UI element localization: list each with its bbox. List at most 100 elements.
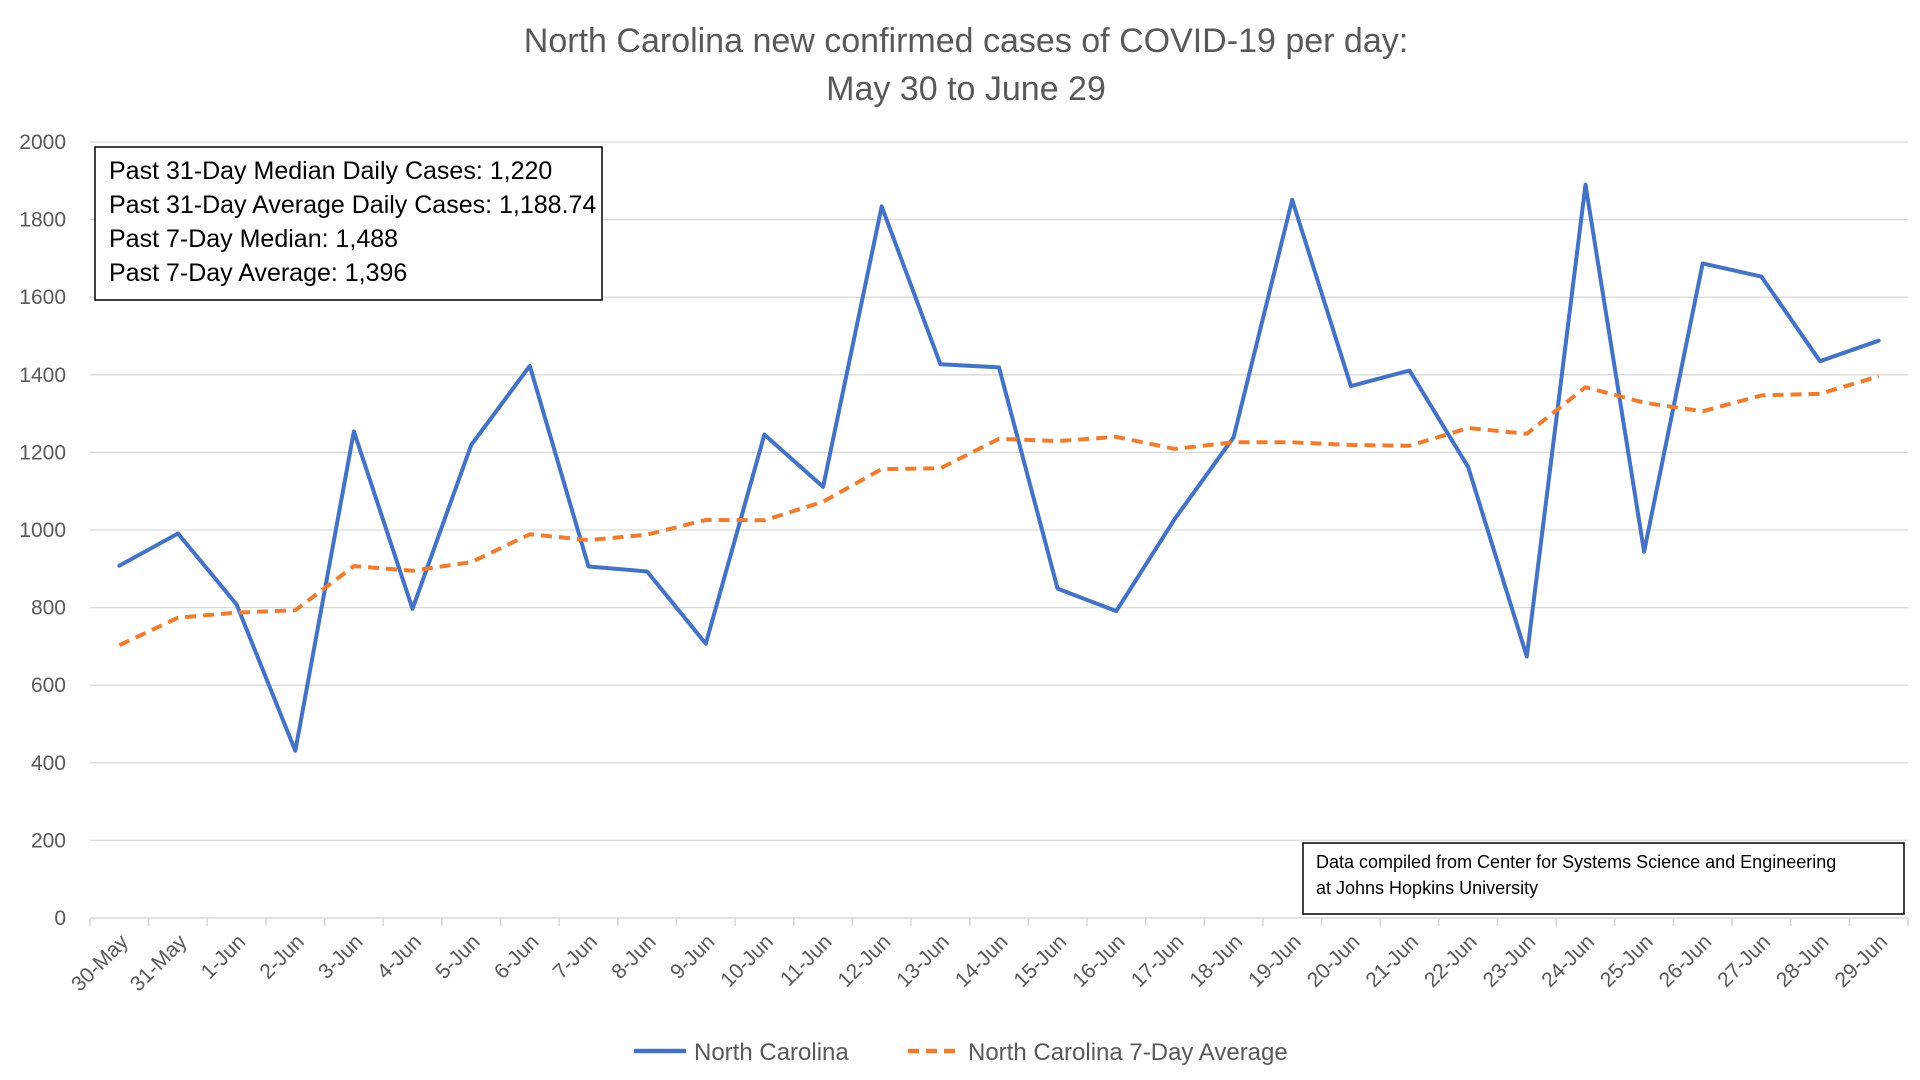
x-tick-label-4-Jun: 4-Jun (373, 930, 426, 983)
data-point-7-day-average-15-Jun (1056, 439, 1060, 443)
data-point-7-day-average-2-Jun (293, 608, 297, 612)
data-point-7-day-average-23-Jun (1525, 432, 1529, 436)
data-point-7-day-average-17-Jun (1173, 447, 1177, 451)
data-point-north-carolina-11-Jun (821, 485, 825, 489)
data-point-north-carolina-3-Jun (352, 429, 356, 433)
y-tick-label-2000: 2000 (19, 131, 66, 154)
data-point-7-day-average-6-Jun (528, 532, 532, 536)
data-point-north-carolina-27-Jun (1759, 275, 1763, 279)
data-point-7-day-average-1-Jun (235, 611, 239, 615)
data-point-7-day-average-7-Jun (586, 538, 590, 542)
x-tick-label-6-Jun: 6-Jun (490, 930, 543, 983)
x-tick-label-14-Jun: 14-Jun (951, 930, 1013, 992)
data-point-north-carolina-22-Jun (1466, 465, 1470, 469)
x-tick-label-29-Jun: 29-Jun (1831, 930, 1893, 992)
source-box: Data compiled from Center for Systems Sc… (1302, 842, 1905, 915)
x-tick-label-1-Jun: 1-Jun (197, 930, 250, 983)
y-tick-label-1000: 1000 (19, 519, 66, 542)
data-point-7-day-average-25-Jun (1642, 401, 1646, 405)
data-point-north-carolina-26-Jun (1701, 261, 1705, 265)
stats-box: Past 31-Day Median Daily Cases: 1,220 Pa… (94, 146, 603, 301)
data-point-7-day-average-9-Jun (704, 518, 708, 522)
source-box-frame (1302, 842, 1905, 915)
series-line-7-day-average (118, 374, 1880, 648)
chart-title: North Carolina new confirmed cases of CO… (524, 22, 1408, 60)
stats-line-average-7: Past 7-Day Average: 1,396 (109, 259, 407, 287)
data-point-7-day-average-3-Jun (352, 564, 356, 568)
data-point-7-day-average-26-Jun (1701, 409, 1705, 413)
data-point-north-carolina-10-Jun (762, 433, 766, 437)
stats-line-average-31: Past 31-Day Average Daily Cases: 1,188.7… (109, 191, 596, 219)
legend-label-north-carolina: North Carolina (694, 1039, 849, 1066)
x-tick-label-16-Jun: 16-Jun (1068, 930, 1130, 992)
data-point-north-carolina-4-Jun (411, 607, 415, 611)
x-tick-label-28-Jun: 28-Jun (1772, 930, 1834, 992)
legend-item-7-day-average: North Carolina 7-Day Average (908, 1039, 1288, 1066)
gridlines (90, 141, 1908, 842)
data-point-north-carolina-18-Jun (1232, 435, 1236, 439)
data-point-north-carolina-12-Jun (880, 204, 884, 208)
x-tick-label-19-Jun: 19-Jun (1244, 930, 1306, 992)
legend-label-7-day-average: North Carolina 7-Day Average (968, 1039, 1288, 1066)
data-point-north-carolina-9-Jun (704, 642, 708, 646)
x-tick-label-22-Jun: 22-Jun (1420, 930, 1482, 992)
x-tick-label-24-Jun: 24-Jun (1537, 930, 1599, 992)
data-point-north-carolina-23-Jun (1525, 654, 1529, 658)
data-point-7-day-average-4-Jun (411, 569, 415, 573)
y-axis: 0 200 400 600 800 1000 1200 1400 1600 1800 2000 (19, 131, 66, 930)
data-point-7-day-average-20-Jun (1349, 443, 1353, 447)
data-point-north-carolina-6-Jun (528, 364, 532, 368)
x-tick-label-23-Jun: 23-Jun (1479, 930, 1541, 992)
data-point-north-carolina-5-Jun (469, 443, 473, 447)
data-point-7-day-average-21-Jun (1408, 444, 1412, 448)
data-point-7-day-average-12-Jun (880, 467, 884, 471)
data-point-7-day-average-24-Jun (1583, 385, 1587, 389)
data-point-north-carolina-29-Jun (1877, 339, 1881, 343)
legend: North Carolina North Carolina 7-Day Aver… (634, 1039, 1288, 1066)
data-point-north-carolina-31-May (176, 531, 180, 535)
y-tick-label-1400: 1400 (19, 364, 66, 387)
x-tick-label-18-Jun: 18-Jun (1185, 930, 1247, 992)
y-tick-label-200: 200 (31, 829, 66, 852)
data-point-7-day-average-18-Jun (1232, 440, 1236, 444)
chart-subtitle: May 30 to June 29 (826, 70, 1106, 108)
data-point-north-carolina-21-Jun (1408, 369, 1412, 373)
data-point-7-day-average-22-Jun (1466, 426, 1470, 430)
stats-box-frame (94, 146, 603, 301)
x-tick-label-3-Jun: 3-Jun (314, 930, 367, 983)
x-tick-label-7-Jun: 7-Jun (549, 930, 602, 983)
data-point-north-carolina-28-Jun (1818, 359, 1822, 363)
stats-line-median-31: Past 31-Day Median Daily Cases: 1,220 (109, 157, 552, 185)
x-tick-label-2-Jun: 2-Jun (255, 930, 308, 983)
x-tick-label-15-Jun: 15-Jun (1010, 930, 1072, 992)
data-point-north-carolina-20-Jun (1349, 384, 1353, 388)
data-point-7-day-average-27-Jun (1759, 393, 1763, 397)
data-point-north-carolina-15-Jun (1056, 587, 1060, 591)
x-tick-label-11-Jun: 11-Jun (776, 930, 837, 991)
data-point-7-day-average-11-Jun (821, 500, 825, 504)
data-point-7-day-average-8-Jun (645, 533, 649, 537)
data-point-north-carolina-2-Jun (293, 749, 297, 753)
plot-area (117, 182, 1881, 753)
x-tick-label-20-Jun: 20-Jun (1303, 930, 1365, 992)
x-tick-label-26-Jun: 26-Jun (1655, 930, 1717, 992)
data-point-7-day-average-30-May (117, 643, 121, 647)
x-tick-label-17-Jun: 17-Jun (1127, 930, 1189, 992)
data-point-north-carolina-7-Jun (586, 564, 590, 568)
data-point-north-carolina-1-Jun (235, 602, 239, 606)
x-tick-label-5-Jun: 5-Jun (431, 930, 484, 983)
legend-item-north-carolina: North Carolina (634, 1039, 849, 1066)
y-tick-label-1600: 1600 (19, 286, 66, 309)
x-tick-label-13-Jun: 13-Jun (892, 930, 954, 992)
data-point-7-day-average-10-Jun (762, 518, 766, 522)
data-point-north-carolina-8-Jun (645, 570, 649, 574)
data-point-7-day-average-28-Jun (1818, 392, 1822, 396)
data-point-north-carolina-25-Jun (1642, 550, 1646, 554)
data-point-7-day-average-14-Jun (997, 437, 1001, 441)
y-tick-label-800: 800 (31, 597, 66, 620)
data-point-north-carolina-16-Jun (1114, 609, 1118, 613)
x-tick-label-27-Jun: 27-Jun (1713, 930, 1775, 992)
source-line-2: at Johns Hopkins University (1316, 878, 1538, 898)
